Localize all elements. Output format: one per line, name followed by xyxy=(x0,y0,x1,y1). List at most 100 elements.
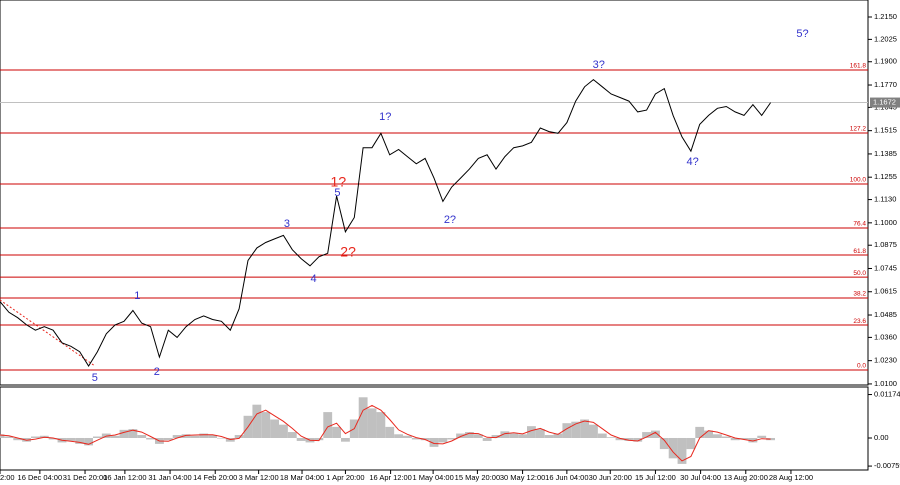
x-tick-label: 16 Jun 04:00 xyxy=(545,473,588,482)
macd-bar xyxy=(704,430,713,438)
macd-bar xyxy=(323,412,333,438)
macd-bar xyxy=(181,434,191,438)
macd-bar xyxy=(110,435,120,438)
macd-bar xyxy=(739,437,749,440)
macd-bar xyxy=(713,434,722,438)
macd-bar xyxy=(677,437,687,464)
wave-label: 1? xyxy=(379,111,391,123)
wave-label: 3 xyxy=(284,218,290,230)
current-price-box xyxy=(870,97,900,108)
x-tick-label: 1 May 04:00 xyxy=(412,473,453,482)
y-tick-label: 1.0485 xyxy=(874,310,897,319)
macd-bar xyxy=(4,436,14,438)
x-tick-label: 16 Jan 12:00 xyxy=(103,473,146,482)
price-panel xyxy=(0,0,869,386)
macd-bar xyxy=(314,437,324,441)
y-tick-label: 1.0230 xyxy=(874,356,897,365)
macd-bar xyxy=(296,437,306,441)
macd-bar xyxy=(438,437,448,443)
macd-bar xyxy=(686,437,696,450)
x-tick-label: 30 Jul 04:00 xyxy=(680,473,721,482)
wave-label: 5 xyxy=(334,187,340,199)
macd-bar xyxy=(518,434,527,438)
macd-bar xyxy=(757,435,767,438)
x-tick-label: 31 Dec 20:00 xyxy=(63,473,108,482)
macd-bar xyxy=(721,436,731,438)
x-tick-label: 2:00 xyxy=(0,473,15,482)
macd-bar xyxy=(580,419,589,438)
macd-bar xyxy=(500,431,510,438)
macd-bar xyxy=(624,437,634,441)
wave-label: 2 xyxy=(154,366,160,378)
macd-bar xyxy=(146,437,155,440)
wave-label: 2? xyxy=(340,244,356,260)
macd-bar xyxy=(562,423,572,438)
macd-bar xyxy=(473,434,483,438)
y-tick-label: 1.1515 xyxy=(874,126,897,135)
y-tick-label: 1.2025 xyxy=(874,34,897,43)
macd-bar xyxy=(376,412,386,438)
fib-label: 161.8 xyxy=(850,63,867,70)
fib-label: 50.0 xyxy=(853,270,866,277)
macd-bar xyxy=(553,433,563,438)
macd-bar xyxy=(642,432,651,438)
macd-bar xyxy=(128,429,138,438)
macd-bar xyxy=(651,430,660,438)
macd-panel xyxy=(0,386,869,471)
macd-bar xyxy=(730,437,740,441)
macd-bar xyxy=(659,437,669,450)
macd-bar xyxy=(606,437,616,438)
fib-label: 38.2 xyxy=(853,291,866,298)
macd-bar xyxy=(465,432,474,438)
y-tick-label: 1.0100 xyxy=(874,379,897,388)
x-tick-label: 3 Mar 12:00 xyxy=(239,473,279,482)
wave-label: 4 xyxy=(310,273,316,285)
macd-bar xyxy=(447,437,457,440)
macd-bar xyxy=(535,429,545,438)
macd-bar xyxy=(190,435,200,438)
macd-bar xyxy=(748,437,758,443)
macd-bar xyxy=(429,437,439,447)
price-line xyxy=(0,78,772,367)
macd-bar xyxy=(332,426,341,438)
macd-bar xyxy=(119,429,129,438)
macd-bar xyxy=(75,437,85,444)
macd-bar xyxy=(341,437,350,442)
macd-bar xyxy=(456,433,465,438)
x-tick-label: 30 Jun 20:00 xyxy=(589,473,632,482)
y-tick-label: 1.0875 xyxy=(874,240,897,249)
y-tick-label: 0.00 xyxy=(874,433,889,442)
macd-bar xyxy=(234,435,244,438)
macd-bar xyxy=(261,412,271,438)
y-tick-label: 0.01174 xyxy=(874,390,900,399)
x-tick-label: 16 Dec 04:00 xyxy=(18,473,63,482)
macd-bar xyxy=(13,437,23,441)
wave-label: 3? xyxy=(593,59,605,71)
y-tick-label: 1.1385 xyxy=(874,149,897,158)
macd-bar xyxy=(358,397,368,438)
macd-bar xyxy=(695,426,705,438)
macd-bar xyxy=(385,426,395,438)
wave-label: 5? xyxy=(796,28,808,40)
wave-label: 1? xyxy=(331,174,347,190)
x-tick-label: 30 May 12:00 xyxy=(500,473,545,482)
macd-bar xyxy=(84,437,93,446)
fib-label: 0.0 xyxy=(857,363,866,370)
x-tick-label: 15 May 20:00 xyxy=(455,473,500,482)
fib-label: 127.2 xyxy=(850,126,867,133)
macd-bar xyxy=(93,436,102,438)
macd-bar xyxy=(633,437,643,442)
y-tick-label: 1.0360 xyxy=(874,332,897,341)
macd-bar xyxy=(48,437,58,440)
wave-label: 4? xyxy=(687,156,699,168)
macd-bar xyxy=(31,436,40,438)
macd-bar xyxy=(589,424,598,438)
macd-bar xyxy=(571,421,581,438)
wave-label: 1 xyxy=(134,290,140,302)
macd-bar xyxy=(509,433,519,438)
y-tick-label: 1.1000 xyxy=(874,218,897,227)
macd-bar xyxy=(199,433,209,438)
y-tick-label: 1.2150 xyxy=(874,12,897,21)
macd-bar xyxy=(668,437,678,459)
